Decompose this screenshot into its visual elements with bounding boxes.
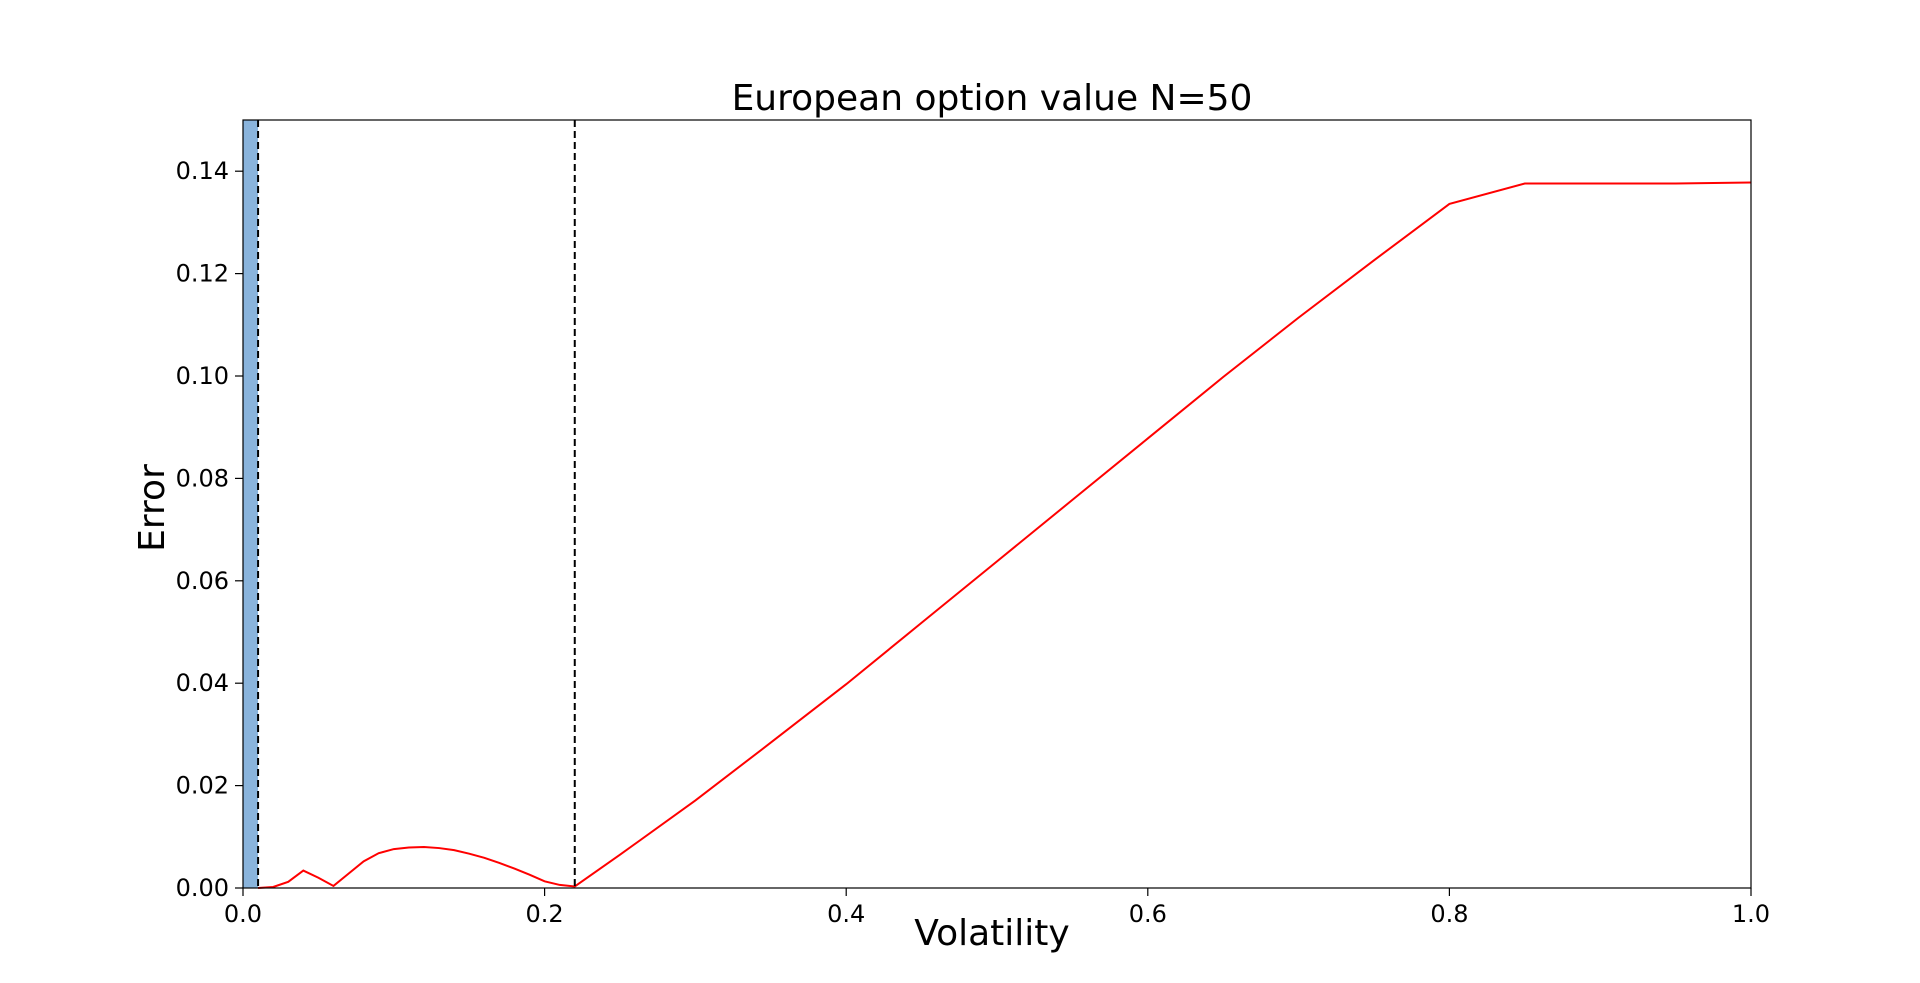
x-tick-label: 1.0 [1732,900,1770,928]
y-tick-label: 0.08 [176,464,229,492]
y-tick-label: 0.06 [176,567,229,595]
y-tick-label: 0.12 [176,260,229,288]
x-tick-label: 0.8 [1430,900,1468,928]
x-tick-label: 0.2 [526,900,564,928]
shaded-region [243,120,259,888]
y-tick-label: 0.14 [176,157,229,185]
y-tick-label: 0.00 [176,874,229,902]
x-tick-label: 0.6 [1129,900,1167,928]
y-tick-label: 0.10 [176,362,229,390]
series-line-0 [258,181,1752,889]
y-tick-label: 0.04 [176,669,229,697]
chart-title: European option value N=50 [732,78,1253,119]
x-axis-title: Volatility [914,913,1069,954]
plot-area [243,120,1752,889]
y-axis-title: Error [132,464,173,552]
y-tick-label: 0.02 [176,772,229,800]
x-tick-label: 0.4 [827,900,865,928]
plot-frame [242,119,1752,889]
axes: 0.0 0.2 0.4 0.6 0.8 1.0 0.00 0.02 0.04 0.06 0.08 0.… [176,119,1770,928]
x-tick-label: 0.0 [224,900,262,928]
